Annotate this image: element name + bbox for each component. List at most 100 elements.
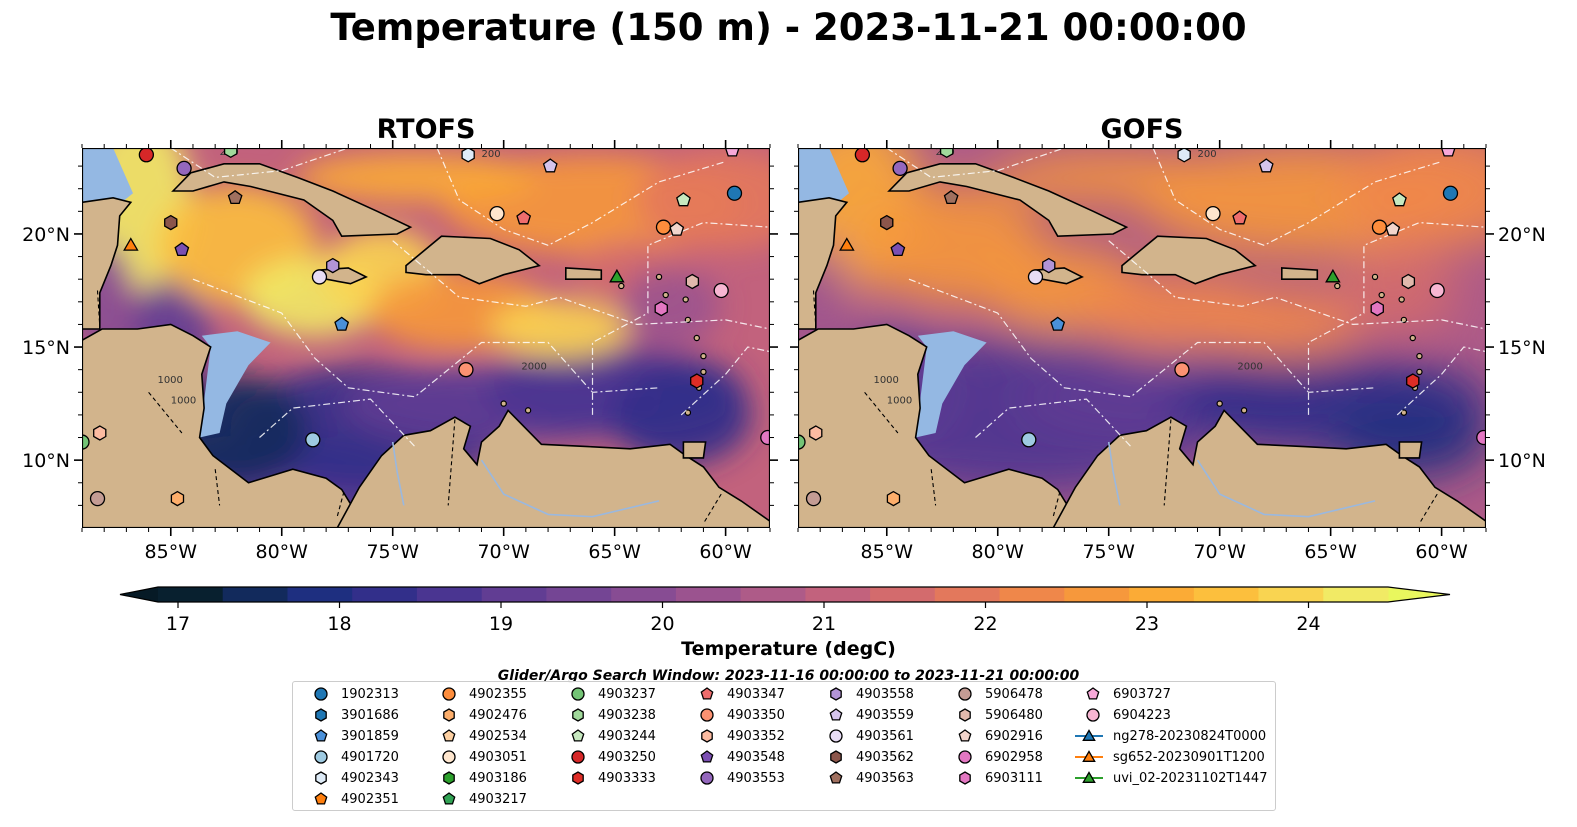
legend-marker-icon xyxy=(700,708,714,722)
legend-marker-icon xyxy=(442,687,456,701)
country-border xyxy=(812,290,817,327)
float-marker-4901720 xyxy=(305,432,321,448)
land-southAmerica xyxy=(1052,409,1486,528)
legend-label: 4903563 xyxy=(856,770,914,786)
legend-item: 6903111 xyxy=(945,768,1043,788)
eez-boundary xyxy=(886,148,1065,179)
colorbar-segment xyxy=(611,587,677,602)
float-marker-4902343 xyxy=(1177,148,1191,163)
legend-item: 6902958 xyxy=(945,747,1043,767)
eez-boundary xyxy=(680,346,770,416)
legend-marker-icon xyxy=(442,792,456,805)
float-marker-4903238 xyxy=(939,148,954,159)
map-frame xyxy=(82,148,770,528)
map-panel-rtofs[interactable]: 100010002000200200 xyxy=(82,148,770,528)
float-marker-uvi_02-20231102T1447 xyxy=(1325,268,1341,283)
legend-item: 4903217 xyxy=(429,789,527,809)
float-marker-4902343 xyxy=(461,148,475,163)
colorbar-segment xyxy=(546,587,612,602)
island xyxy=(1400,316,1408,324)
x-tick-label: 80°W xyxy=(972,541,1025,563)
land-centralAmerica xyxy=(82,323,354,528)
float-marker-3901859 xyxy=(1050,316,1066,331)
island xyxy=(1371,273,1379,281)
eez-boundary xyxy=(591,221,770,415)
eez-boundary xyxy=(170,148,349,179)
island xyxy=(524,407,532,414)
float-marker-5906480 xyxy=(685,273,700,290)
country-border xyxy=(1418,493,1438,524)
float-marker-sg652-20230901T1200 xyxy=(123,237,139,251)
float-marker-5906478 xyxy=(805,490,822,507)
colorbar-label: Temperature (degC) xyxy=(681,638,896,660)
float-marker-4903350 xyxy=(458,362,474,378)
legend-marker-icon xyxy=(315,771,327,785)
legend-item: 4901720 xyxy=(301,747,399,767)
legend-label: 4903238 xyxy=(598,707,656,723)
x-tick-label: 65°W xyxy=(588,541,641,563)
colorbar-tick-label: 23 xyxy=(1135,613,1159,635)
legend-label: 3901686 xyxy=(341,707,399,723)
legend-marker-icon xyxy=(443,771,455,785)
island xyxy=(1398,296,1405,303)
legend-label: 4903347 xyxy=(727,686,785,702)
colorbar-segment xyxy=(481,587,547,602)
country-border xyxy=(702,493,722,524)
island xyxy=(693,334,700,342)
legend-item: sg652-20230901T1200 xyxy=(1073,747,1265,767)
land-hispaniola xyxy=(1121,235,1257,285)
legend-item: 1902313 xyxy=(301,684,399,704)
legend-marker-icon xyxy=(829,729,843,743)
legend-item: 4903558 xyxy=(816,684,914,704)
island xyxy=(1409,334,1416,342)
legend-marker-icon xyxy=(958,750,972,764)
colorbar-outline xyxy=(119,586,1451,603)
colorbar-tick-label: 20 xyxy=(650,613,674,635)
float-marker-6902958 xyxy=(760,429,770,446)
legend-marker-icon xyxy=(829,771,843,784)
island xyxy=(1240,407,1248,414)
legend-label: 4901720 xyxy=(341,749,399,765)
colorbar-segment xyxy=(805,587,871,602)
colorbar-segment xyxy=(287,587,353,602)
x-tick-label: 85°W xyxy=(861,541,914,563)
legend-item: 4903562 xyxy=(816,747,914,767)
legend-label: 4903250 xyxy=(598,749,656,765)
float-marker-6902916 xyxy=(669,221,685,236)
float-marker-sg652-20230901T1200 xyxy=(839,237,855,251)
island xyxy=(1416,368,1423,376)
legend-label: 4903352 xyxy=(727,728,785,744)
x-tick-label: 70°W xyxy=(1193,541,1246,563)
legend-label: 4903244 xyxy=(598,728,656,744)
float-marker-6903111 xyxy=(654,300,668,317)
legend-item: 3901686 xyxy=(301,705,399,725)
float-marker-4903333 xyxy=(690,373,704,389)
x-tick-label: 75°W xyxy=(366,541,419,563)
legend-label: 4902534 xyxy=(469,728,527,744)
legend-label: 4903333 xyxy=(598,770,656,786)
colorbar-segment xyxy=(222,587,288,602)
country-border xyxy=(930,469,937,506)
legend-label: 6902916 xyxy=(985,728,1043,744)
float-marker-1902313 xyxy=(726,185,743,201)
x-tick-label: 60°W xyxy=(699,541,752,563)
river xyxy=(391,441,405,506)
contour-label: 2000 xyxy=(521,362,546,373)
legend-marker-icon xyxy=(443,708,455,722)
legend-item: 4903563 xyxy=(816,768,914,788)
river xyxy=(1107,441,1121,506)
legend-marker-icon xyxy=(1086,708,1100,722)
float-marker-4903250 xyxy=(138,148,155,163)
legend-item: 6904223 xyxy=(1073,705,1171,725)
island xyxy=(1416,352,1423,360)
legend-marker-icon xyxy=(314,687,328,701)
legend-marker-icon xyxy=(1075,771,1103,783)
legend-label: 4902476 xyxy=(469,707,527,723)
legend-marker-icon xyxy=(314,729,328,742)
float-marker-6903727 xyxy=(724,148,740,157)
map-panel-gofs[interactable]: 100010002000200200 xyxy=(798,148,1486,528)
contour-label: 1000 xyxy=(157,375,182,386)
float-marker-4903548 xyxy=(174,241,190,257)
legend-label: 4903553 xyxy=(727,770,785,786)
legend-marker-icon xyxy=(315,708,327,722)
